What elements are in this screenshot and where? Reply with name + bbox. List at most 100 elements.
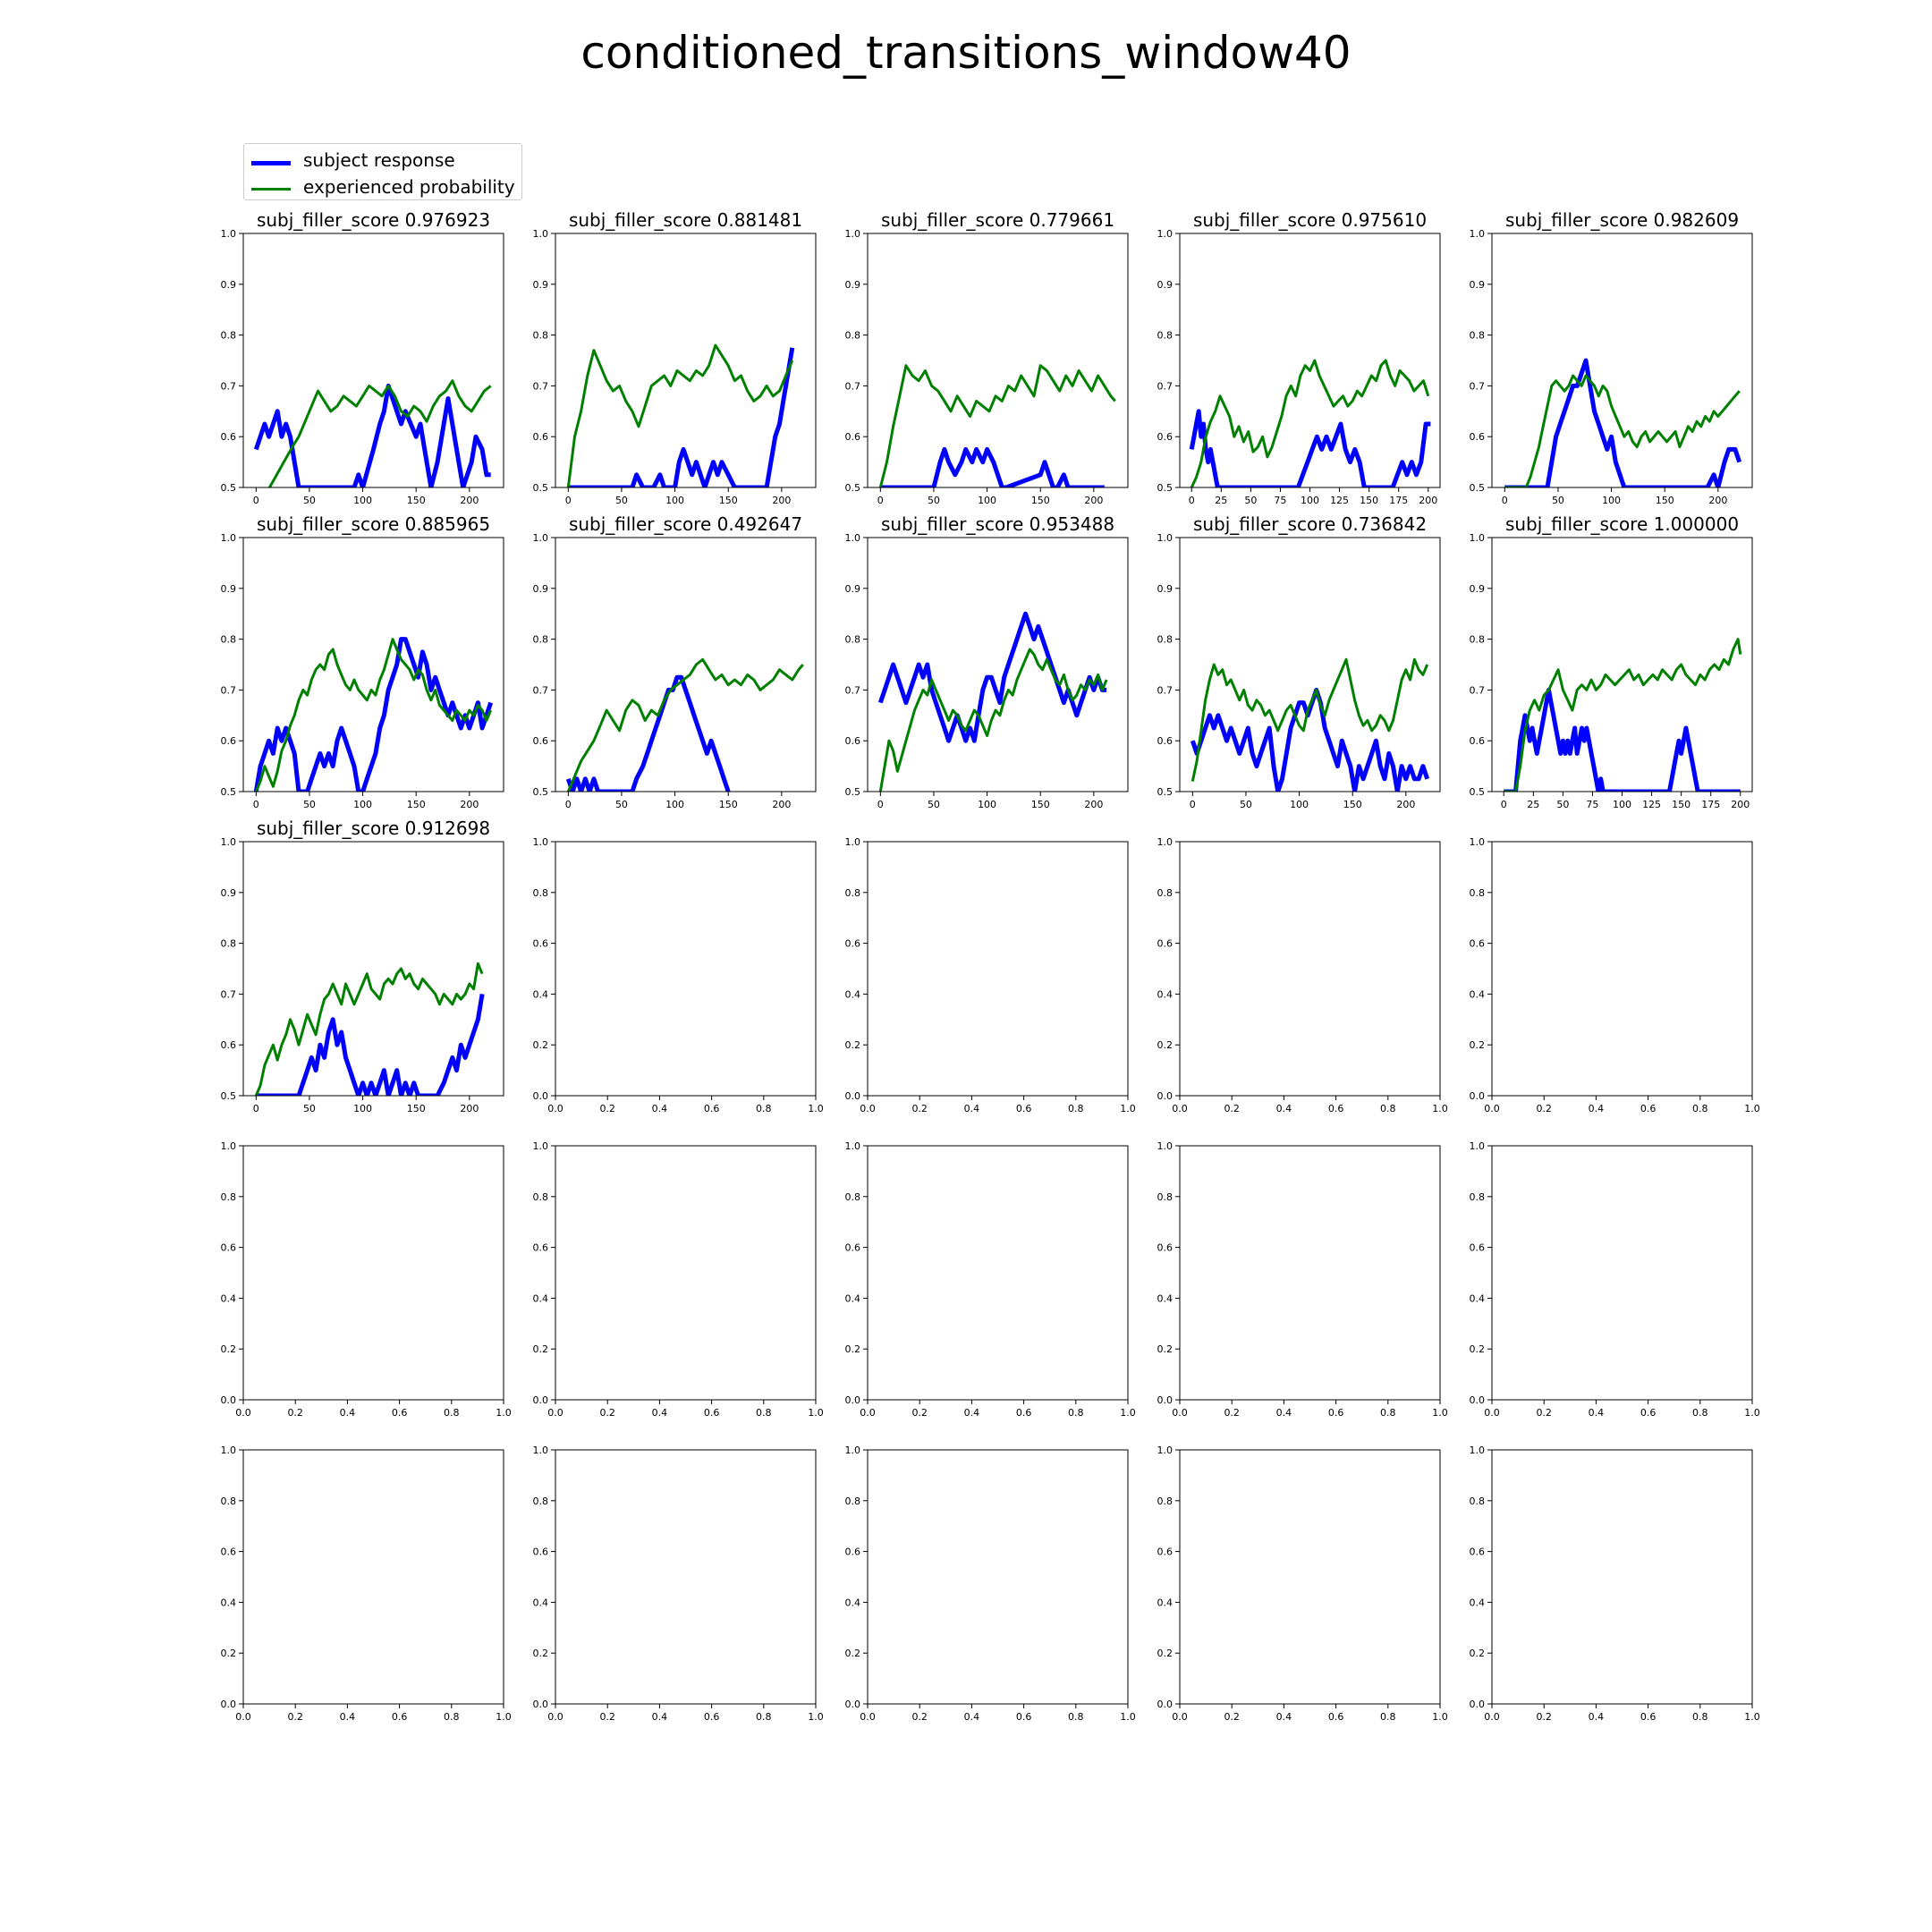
x-tick-label: 0.8 [1692, 1103, 1708, 1114]
subplot-3: 0.5 0.6 0.7 0.8 0.9 1.0 0 50 100 150 200 subj_fille… [845, 209, 1129, 506]
series-line-experienced-probability [566, 657, 804, 792]
x-tick-label: 100 [665, 799, 684, 810]
y-tick-label: 0.6 [533, 1242, 549, 1254]
y-tick-label: 0.9 [1470, 583, 1486, 595]
x-tick-label: 0.2 [911, 1103, 928, 1114]
x-tick-label: 0 [1502, 495, 1508, 506]
subplot-7: 0.5 0.6 0.7 0.8 0.9 1.0 0 50 100 150 200 subj_fille… [533, 513, 817, 810]
subplot-title: subj_filler_score 0.975610 [1193, 209, 1427, 231]
y-tick-label: 0.7 [1470, 684, 1486, 696]
y-tick-label: 0.0 [1470, 1090, 1486, 1102]
series-line-subject-response [877, 611, 1107, 743]
y-tick-label: 0.6 [1470, 1546, 1486, 1558]
x-tick-label: 0.2 [599, 1407, 615, 1419]
x-tick-label: 100 [665, 495, 684, 506]
y-tick-label: 0.7 [1157, 684, 1174, 696]
y-tick-label: 1.0 [1470, 228, 1486, 240]
x-tick-label: 100 [1301, 495, 1319, 506]
x-tick-label: 0.8 [444, 1407, 460, 1419]
subplot-11: 0.5 0.6 0.7 0.8 0.9 1.0 0 50 100 150 200 subj_fille… [221, 818, 504, 1114]
x-tick-label: 150 [1672, 799, 1690, 810]
x-tick-label: 0.2 [287, 1407, 303, 1419]
x-tick-label: 1.0 [1120, 1711, 1136, 1723]
legend-entry-experienced-probability: experienced probability [250, 176, 518, 201]
axes-frame [242, 233, 504, 488]
y-tick-label: 0.0 [221, 1394, 237, 1406]
x-tick-label: 100 [1602, 495, 1621, 506]
x-tick-label: 0.6 [1328, 1711, 1344, 1723]
x-tick-label: 0.0 [860, 1407, 876, 1419]
x-tick-label: 100 [1613, 799, 1631, 810]
x-tick-label: 0.6 [704, 1711, 720, 1723]
x-tick-label: 50 [303, 495, 316, 506]
x-tick-label: 100 [353, 799, 372, 810]
axes-frame [867, 841, 1129, 1097]
y-tick-label: 0.5 [1157, 482, 1174, 494]
y-tick-label: 0.9 [1157, 583, 1174, 595]
x-tick-label: 125 [1330, 495, 1349, 506]
y-tick-label: 0.0 [533, 1699, 549, 1710]
y-tick-label: 1.0 [533, 228, 549, 240]
y-tick-label: 0.6 [221, 1242, 237, 1254]
x-tick-label: 0.8 [1380, 1711, 1396, 1723]
y-tick-label: 0.8 [1470, 634, 1486, 646]
x-tick-label: 0.4 [1276, 1711, 1292, 1723]
x-tick-label: 100 [1290, 799, 1309, 810]
y-tick-label: 0.6 [845, 431, 861, 443]
y-tick-label: 1.0 [1470, 836, 1486, 848]
y-tick-label: 0.0 [1470, 1394, 1486, 1406]
y-tick-label: 1.0 [1470, 1140, 1486, 1152]
y-tick-label: 1.0 [221, 532, 237, 544]
y-tick-label: 1.0 [1157, 1140, 1174, 1152]
x-tick-label: 0.0 [235, 1711, 251, 1723]
x-tick-label: 1.0 [808, 1711, 824, 1723]
y-tick-label: 0.6 [533, 938, 549, 950]
x-tick-label: 0.8 [756, 1711, 772, 1723]
axes-frame [1179, 1145, 1441, 1401]
x-tick-label: 200 [1396, 799, 1415, 810]
y-tick-label: 0.0 [1157, 1394, 1174, 1406]
y-tick-label: 1.0 [221, 228, 237, 240]
y-tick-label: 0.5 [221, 482, 237, 494]
x-tick-label: 0.0 [235, 1407, 251, 1419]
x-tick-label: 0 [565, 495, 572, 506]
x-tick-label: 0.6 [1016, 1407, 1032, 1419]
y-tick-label: 0.8 [221, 1496, 237, 1507]
x-tick-label: 0.2 [1224, 1103, 1240, 1114]
axes-frame [867, 233, 1129, 488]
x-tick-label: 0 [253, 799, 259, 810]
y-tick-label: 0.7 [845, 380, 861, 392]
subplot-19: 0.0 0.2 0.4 0.6 0.8 1.0 0.0 0.2 0.4 0.6 0.8 1.0 [1157, 1140, 1448, 1419]
y-tick-label: 0.0 [1157, 1090, 1174, 1102]
y-tick-label: 0.8 [221, 1191, 237, 1203]
axes-frame [242, 841, 504, 1097]
x-tick-label: 100 [353, 495, 372, 506]
y-tick-label: 0.8 [533, 1496, 549, 1507]
y-tick-label: 0.6 [533, 431, 549, 443]
x-tick-label: 50 [1552, 495, 1564, 506]
axes-frame [555, 1449, 817, 1705]
axes-frame [555, 841, 817, 1097]
y-tick-label: 0.0 [533, 1394, 549, 1406]
x-tick-label: 0.6 [392, 1407, 408, 1419]
x-tick-label: 1.0 [1744, 1711, 1760, 1723]
x-tick-label: 0 [253, 495, 259, 506]
y-tick-label: 0.5 [533, 482, 549, 494]
x-tick-label: 0 [1190, 799, 1196, 810]
y-tick-label: 0.6 [1157, 1242, 1174, 1254]
y-tick-label: 0.6 [221, 1546, 237, 1558]
y-tick-label: 0.8 [1470, 1191, 1486, 1203]
x-tick-label: 0.2 [1536, 1407, 1552, 1419]
x-tick-label: 50 [928, 495, 940, 506]
x-tick-label: 0.2 [1224, 1407, 1240, 1419]
y-tick-label: 1.0 [845, 836, 861, 848]
y-tick-label: 0.8 [533, 887, 549, 899]
axes-frame [242, 1449, 504, 1705]
y-tick-label: 0.2 [1470, 1648, 1486, 1659]
x-tick-label: 0 [877, 799, 884, 810]
y-tick-label: 0.4 [221, 1597, 237, 1608]
series-line-experienced-probability [1191, 657, 1429, 782]
series-line-subject-response [880, 446, 1105, 487]
series-line-subject-response [1190, 687, 1430, 792]
y-tick-label: 0.8 [221, 634, 237, 646]
